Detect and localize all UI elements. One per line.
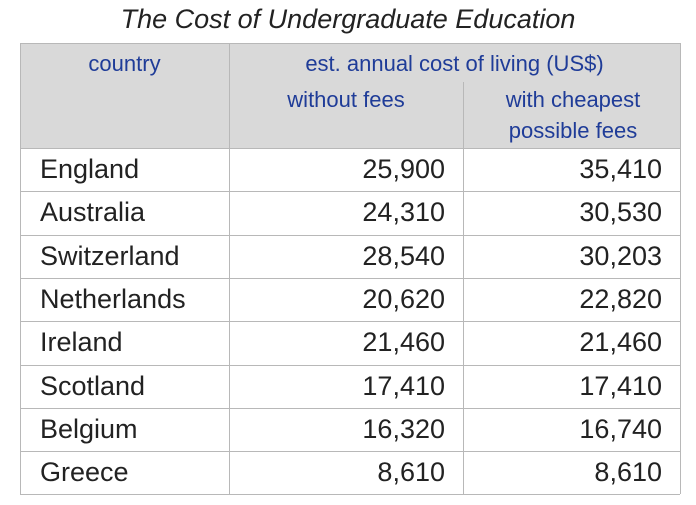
- row-line: [20, 277, 680, 279]
- table-cell: 24,310: [362, 197, 445, 228]
- col-line: [680, 148, 681, 495]
- table-cell: Belgium: [40, 413, 138, 444]
- row-line: [20, 451, 680, 453]
- table-cell: 22,820: [579, 283, 662, 314]
- row-line: [20, 407, 680, 409]
- table-cell: 17,410: [579, 370, 662, 401]
- table-cell: Australia: [40, 197, 146, 228]
- col-line: [20, 43, 21, 148]
- col-line: [680, 43, 681, 148]
- table-cell: 28,540: [362, 240, 445, 271]
- table-cell: 8,610: [594, 457, 662, 488]
- header-cell: with cheapest possible fees: [505, 87, 641, 143]
- row-line: [20, 148, 680, 149]
- table-cell: 21,460: [579, 327, 662, 358]
- table-cell: Switzerland: [40, 240, 180, 271]
- row-line: [20, 494, 680, 496]
- header-cell: country: [88, 51, 161, 76]
- table-cell: Scotland: [40, 370, 146, 401]
- table-cell: 21,460: [362, 327, 445, 358]
- table-cell: 30,203: [579, 240, 662, 271]
- divider: [463, 82, 464, 148]
- col-line: [20, 148, 21, 495]
- table-cell: 35,410: [579, 154, 662, 184]
- table-cell: 17,410: [362, 370, 445, 401]
- divider: [229, 43, 230, 148]
- col-line: [229, 148, 230, 495]
- table-cell: 25,900: [362, 154, 445, 184]
- row-line: [20, 234, 680, 236]
- header-cell: without fees: [287, 87, 405, 112]
- table-cell: 8,610: [377, 457, 445, 488]
- row-line: [20, 321, 680, 323]
- table-cell: 20,620: [362, 283, 445, 314]
- table-cell: Netherlands: [40, 283, 186, 314]
- row-line: [20, 191, 680, 193]
- header-cell: est. annual cost of living (US$): [305, 51, 604, 76]
- table-cell: England: [40, 154, 140, 184]
- title: The Cost of Undergraduate Education: [120, 4, 576, 34]
- table-cell: 16,320: [362, 413, 445, 444]
- row-line: [20, 43, 680, 44]
- table-cell: Ireland: [40, 327, 123, 358]
- table-cell: 30,530: [579, 197, 662, 228]
- col-line: [463, 148, 464, 495]
- table-cell: Greece: [40, 457, 129, 488]
- table-cell: 16,740: [579, 413, 662, 444]
- table-header: [20, 43, 680, 148]
- row-line: [20, 364, 680, 366]
